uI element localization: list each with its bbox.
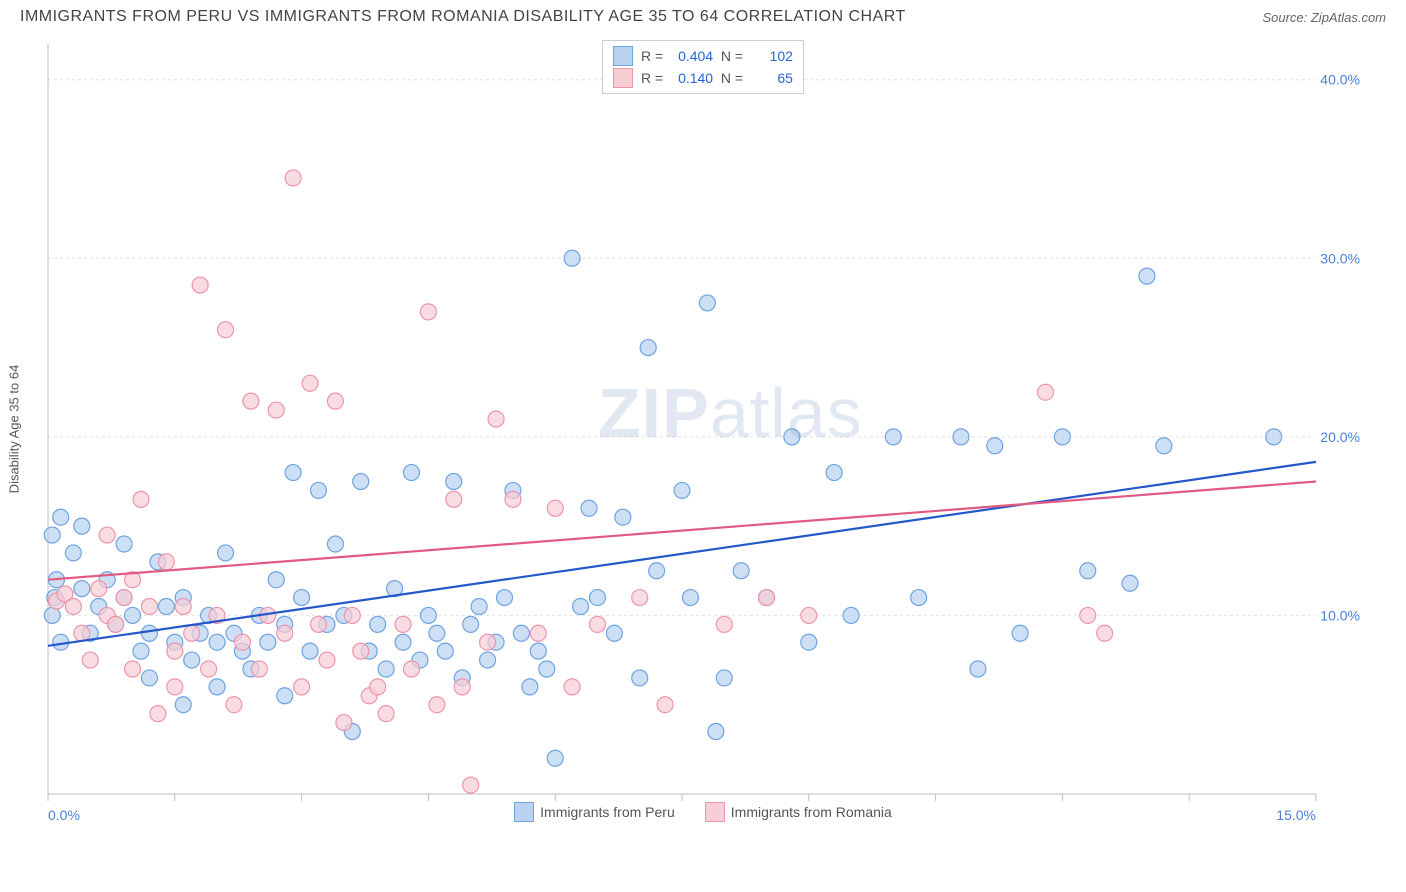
svg-text:10.0%: 10.0% xyxy=(1320,607,1360,623)
y-axis-label: Disability Age 35 to 64 xyxy=(7,365,22,494)
correlation-stats-box: R = 0.404 N = 102R = 0.140 N = 65 xyxy=(602,40,804,94)
svg-text:40.0%: 40.0% xyxy=(1320,72,1360,88)
svg-text:15.0%: 15.0% xyxy=(1276,807,1316,823)
stat-row: R = 0.404 N = 102 xyxy=(613,45,793,67)
svg-text:20.0%: 20.0% xyxy=(1320,429,1360,445)
scatter-chart: 10.0% 20.0% 30.0% 40.0% 0.0% 15.0% xyxy=(20,34,1360,824)
chart-title: IMMIGRANTS FROM PERU VS IMMIGRANTS FROM … xyxy=(20,8,906,26)
svg-text:0.0%: 0.0% xyxy=(48,807,80,823)
chart-container: Disability Age 35 to 64 10.0%20.0%30.0%4… xyxy=(20,34,1386,824)
stat-row: R = 0.140 N = 65 xyxy=(613,67,793,89)
stat-text: R = 0.140 N = 65 xyxy=(641,67,793,89)
stat-swatch xyxy=(613,46,633,66)
stat-text: R = 0.404 N = 102 xyxy=(641,45,793,67)
source-attribution: Source: ZipAtlas.com xyxy=(1262,10,1386,25)
stat-swatch xyxy=(613,68,633,88)
header: IMMIGRANTS FROM PERU VS IMMIGRANTS FROM … xyxy=(0,0,1406,30)
svg-text:30.0%: 30.0% xyxy=(1320,250,1360,266)
